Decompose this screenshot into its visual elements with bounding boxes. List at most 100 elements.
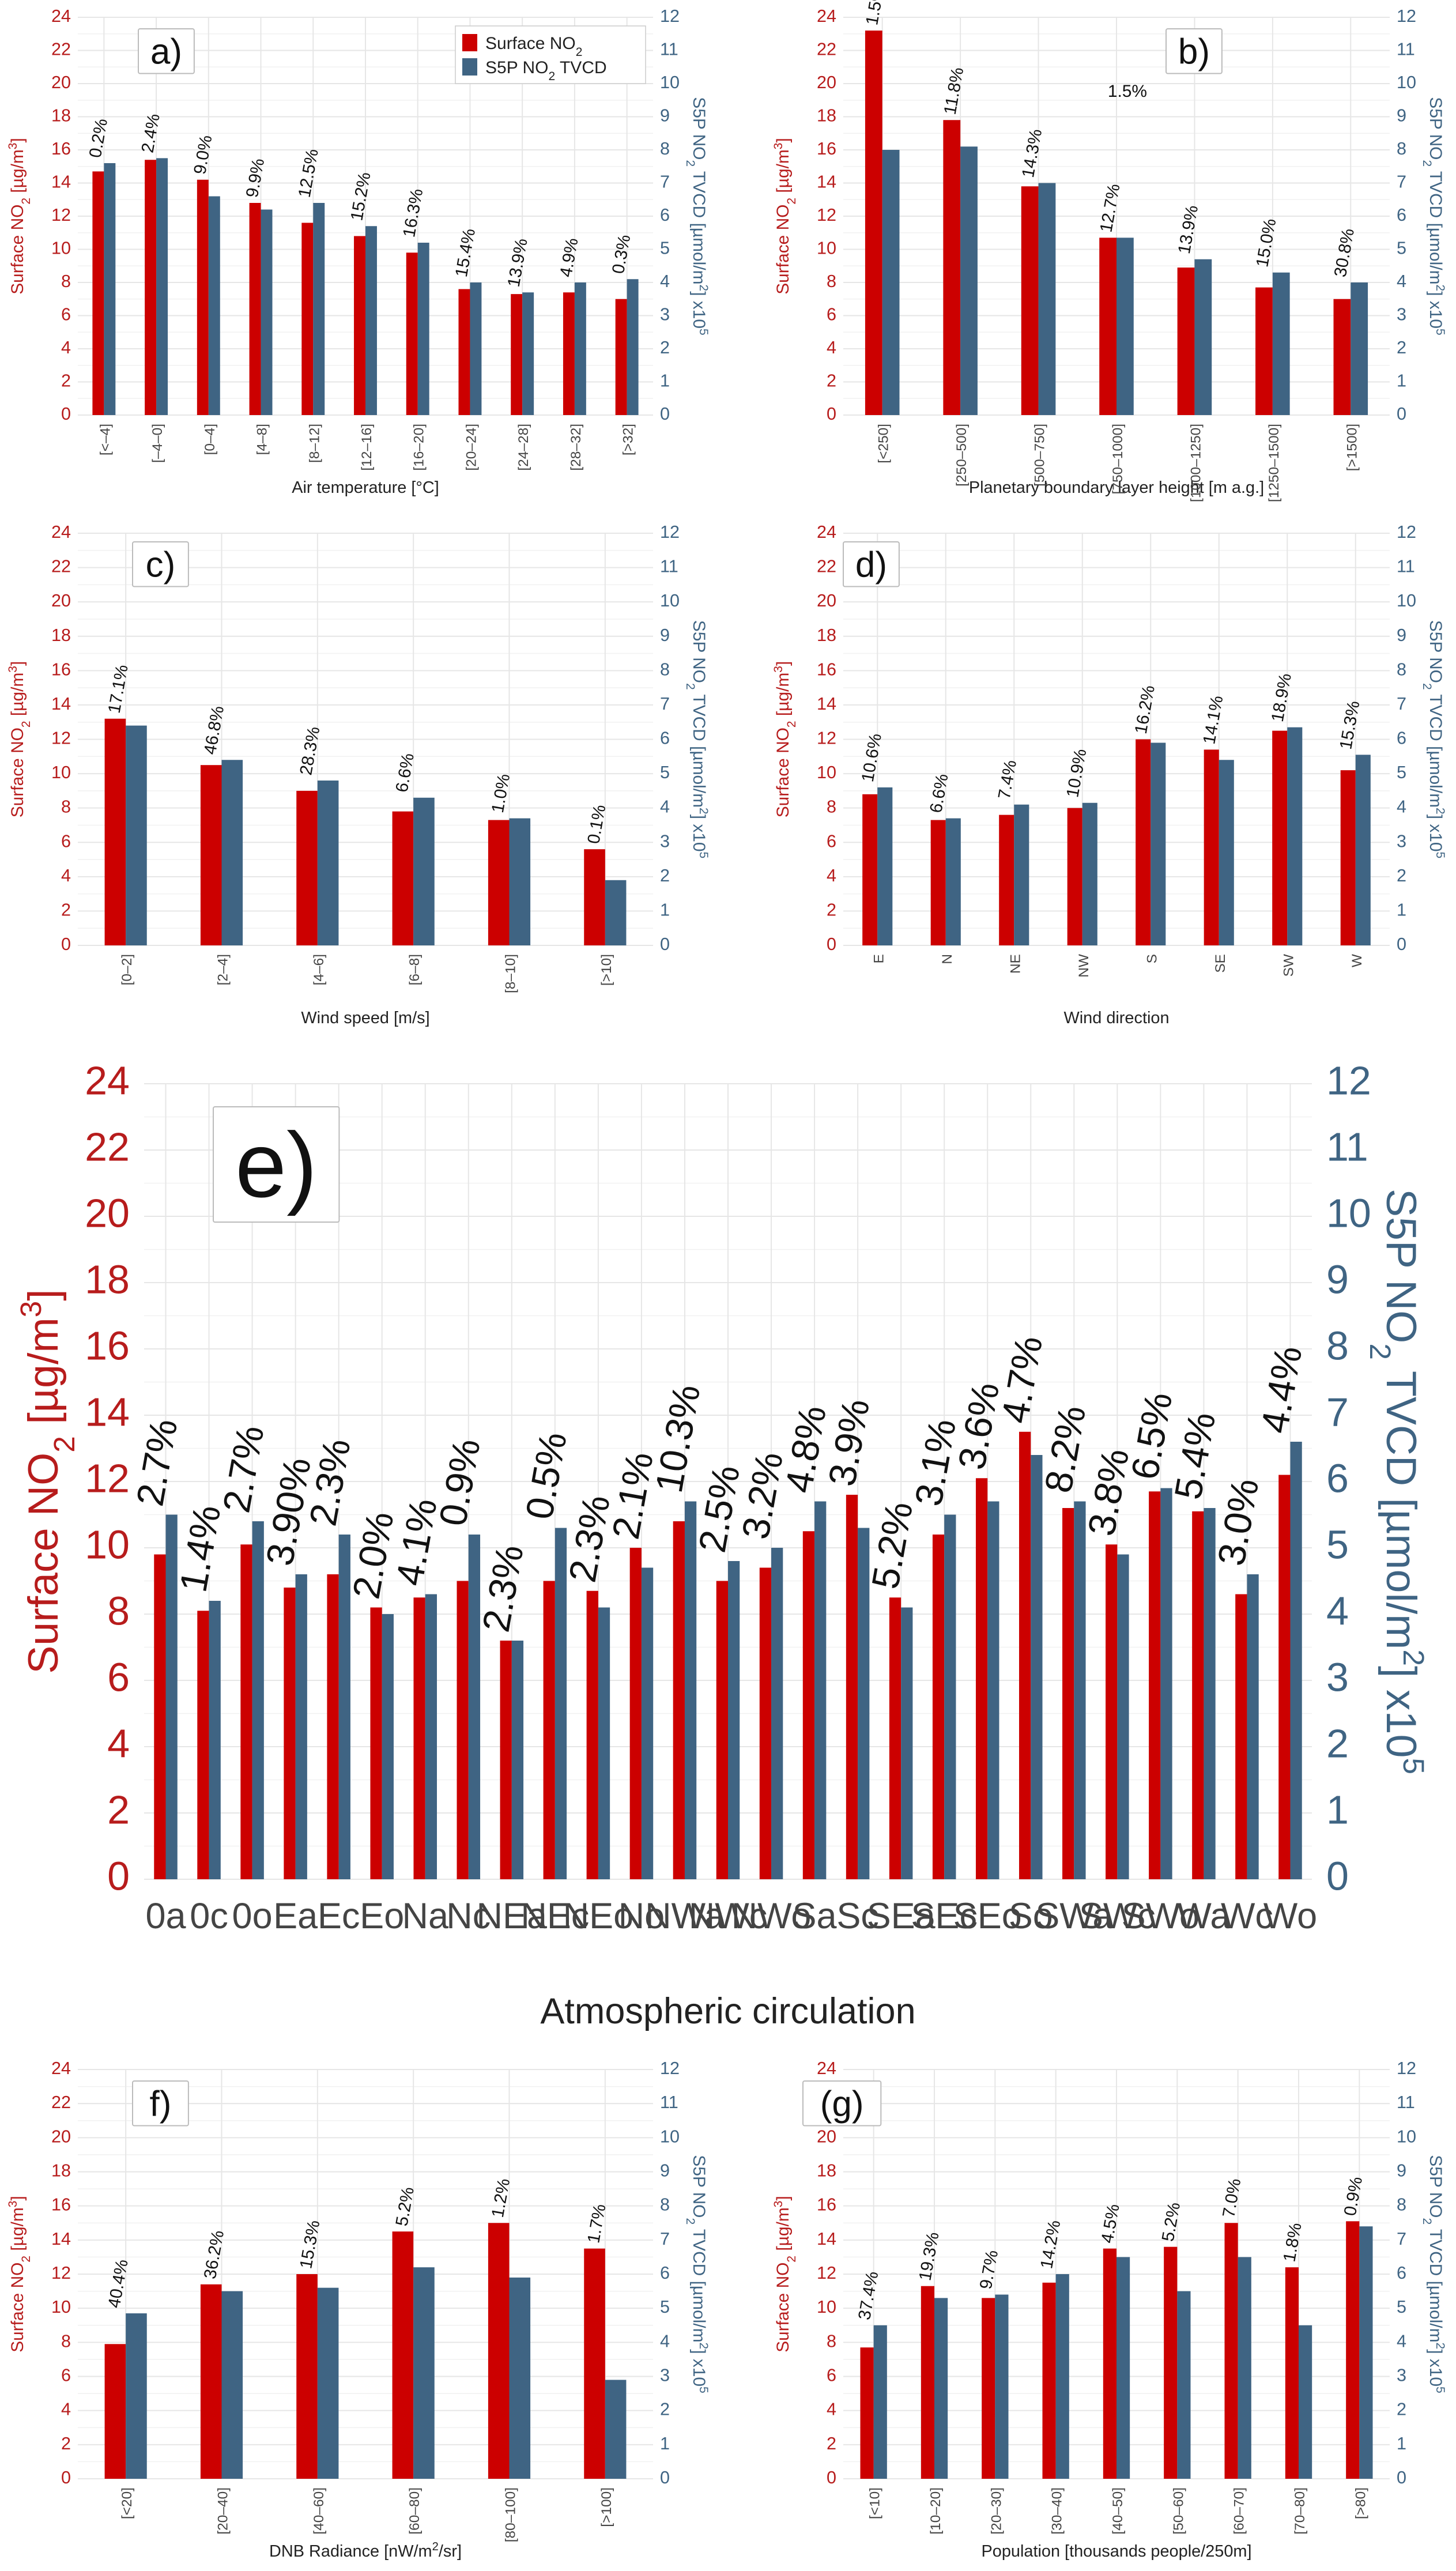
panel-label-box xyxy=(132,541,189,587)
y-left-tick-label: 12 xyxy=(85,1456,130,1501)
panel-label: b) xyxy=(1178,32,1210,71)
y-left-tick-label: 6 xyxy=(107,1654,130,1699)
bar-surface-no2 xyxy=(1099,238,1116,415)
bar-surface-no2 xyxy=(1255,287,1273,415)
bar-s5p-tvcd xyxy=(208,196,220,415)
y-right-tick-label: 0 xyxy=(660,934,670,954)
y-right-tick-label: 7 xyxy=(1326,1389,1349,1434)
y-left-tick-label: 20 xyxy=(817,73,836,92)
y-left-tick-label: 6 xyxy=(61,2366,71,2385)
bar-s5p-tvcd xyxy=(511,1641,524,1879)
x-tick-label: [–4–0] xyxy=(150,424,165,463)
bar-s5p-tvcd xyxy=(882,150,900,415)
bar-surface-no2 xyxy=(1164,2246,1178,2479)
y-right-tick-label: 10 xyxy=(1397,73,1416,92)
panel-label: (g) xyxy=(820,2084,864,2124)
y-left-tick-label: 10 xyxy=(817,239,836,258)
y-right-tick-label: 6 xyxy=(1326,1456,1349,1501)
y-right-tick-label: 8 xyxy=(660,139,670,159)
x-tick-label: Wc xyxy=(1221,1896,1273,1936)
percentage-label: 15.3% xyxy=(1336,699,1363,751)
percentage-label: 5.2% xyxy=(864,1499,921,1592)
y-right-tick-label: 7 xyxy=(660,2229,670,2249)
bar-s5p-tvcd xyxy=(605,880,627,945)
y-left-tick-label: 16 xyxy=(51,139,71,159)
x-tick-label: SEc xyxy=(911,1896,978,1936)
y-left-tick-label: 10 xyxy=(85,1522,130,1567)
y-left-tick-label: 12 xyxy=(51,2263,71,2283)
y-left-tick-label: 4 xyxy=(827,338,836,357)
percentage-label: 15.0% xyxy=(1253,217,1280,269)
bar-surface-no2 xyxy=(930,820,946,945)
bar-s5p-tvcd xyxy=(126,2313,147,2479)
y-right-tick-label: 1 xyxy=(660,371,670,391)
y-left-tick-label: 24 xyxy=(51,6,71,26)
y-left-tick-label: 14 xyxy=(817,2229,836,2249)
x-tick-label: NW xyxy=(1076,953,1092,978)
bar-s5p-tvcd xyxy=(509,818,531,945)
legend-label-no2: Surface NO2 xyxy=(485,34,582,59)
y-left-tick-label: 8 xyxy=(827,2331,836,2351)
percentage-label: 0.3% xyxy=(609,233,634,276)
bar-surface-no2 xyxy=(1042,2282,1056,2479)
y-right-tick-label: 11 xyxy=(1397,2093,1415,2112)
y-left-tick-label: 2 xyxy=(61,2434,71,2453)
y-left-tick-label: 22 xyxy=(817,40,836,59)
percentage-label: 37.4% xyxy=(855,2270,882,2321)
grid-c xyxy=(78,533,653,946)
bar-surface-no2 xyxy=(458,289,470,415)
x-tick-label: [10–20] xyxy=(928,2487,944,2535)
bar-surface-no2 xyxy=(921,2286,934,2479)
percentage-label: 6.6% xyxy=(393,752,418,794)
y-left-tick-label: 22 xyxy=(817,557,836,576)
x-tick-label: So xyxy=(1009,1896,1053,1936)
y-right-tick-label: 7 xyxy=(660,694,670,714)
x-tick-label: SWo xyxy=(1122,1896,1199,1936)
y-right-tick-label: 1 xyxy=(1326,1787,1349,1832)
y-right-tick-label: 8 xyxy=(660,2195,670,2215)
bar-surface-no2 xyxy=(354,236,365,415)
bar-surface-no2 xyxy=(1333,299,1351,415)
percentage-label: 14.2% xyxy=(1037,2219,1064,2270)
x-tick-label: SEo xyxy=(953,1896,1022,1936)
bar-s5p-tvcd xyxy=(252,1521,264,1879)
y-left-tick-label: 18 xyxy=(85,1257,130,1302)
x-tick-label: [<10] xyxy=(867,2487,883,2519)
y-right-tick-label: 11 xyxy=(660,40,678,59)
bar-surface-no2 xyxy=(716,1581,728,1879)
y-left-tick-label: 16 xyxy=(817,659,836,679)
extra-percentage-label: 1.5% xyxy=(1108,82,1147,101)
bar-s5p-tvcd xyxy=(901,1607,913,1879)
percentage-label: 15.3% xyxy=(296,2219,323,2270)
y-right-tick-label: 6 xyxy=(1397,2263,1406,2283)
percentage-label: 0.2% xyxy=(86,117,111,159)
bar-s5p-tvcd xyxy=(877,787,893,945)
y-left-tick-label: 2 xyxy=(827,371,836,391)
x-tick-label: NWc xyxy=(689,1896,767,1936)
percentage-label: 11.8% xyxy=(941,66,968,116)
bar-surface-no2 xyxy=(759,1567,772,1879)
y-left-tick-label: 6 xyxy=(61,305,71,325)
y-left-tick-label: 24 xyxy=(817,2059,836,2078)
y-left-tick-label: 14 xyxy=(817,172,836,192)
y-right-tick-label: 6 xyxy=(1397,729,1406,748)
bar-surface-no2 xyxy=(1204,749,1219,945)
bar-s5p-tvcd xyxy=(814,1501,827,1879)
x-tick-label: No xyxy=(618,1896,665,1936)
bar-surface-no2 xyxy=(1340,770,1356,945)
y-right-tick-label: 5 xyxy=(660,239,670,258)
x-tick-label: [60–80] xyxy=(407,2487,423,2535)
y-right-axis-title: S5P NO2 TVCD [µmol/m2] x105 xyxy=(684,2155,711,2393)
y-right-tick-label: 5 xyxy=(1397,763,1406,782)
y-left-tick-label: 10 xyxy=(817,763,836,782)
percentage-label: 4.4% xyxy=(1253,1343,1310,1436)
bar-s5p-tvcd xyxy=(317,781,339,945)
y-left-tick-label: 12 xyxy=(817,2263,836,2283)
bar-s5p-tvcd xyxy=(468,1535,481,1879)
x-tick-label: [>100] xyxy=(599,2487,614,2527)
y-right-tick-label: 10 xyxy=(660,73,680,92)
y-left-axis-title: Surface NO2 [µg/m3] xyxy=(772,661,798,818)
y-right-tick-label: 0 xyxy=(1397,404,1406,424)
x-tick-label: Sa xyxy=(793,1896,838,1936)
